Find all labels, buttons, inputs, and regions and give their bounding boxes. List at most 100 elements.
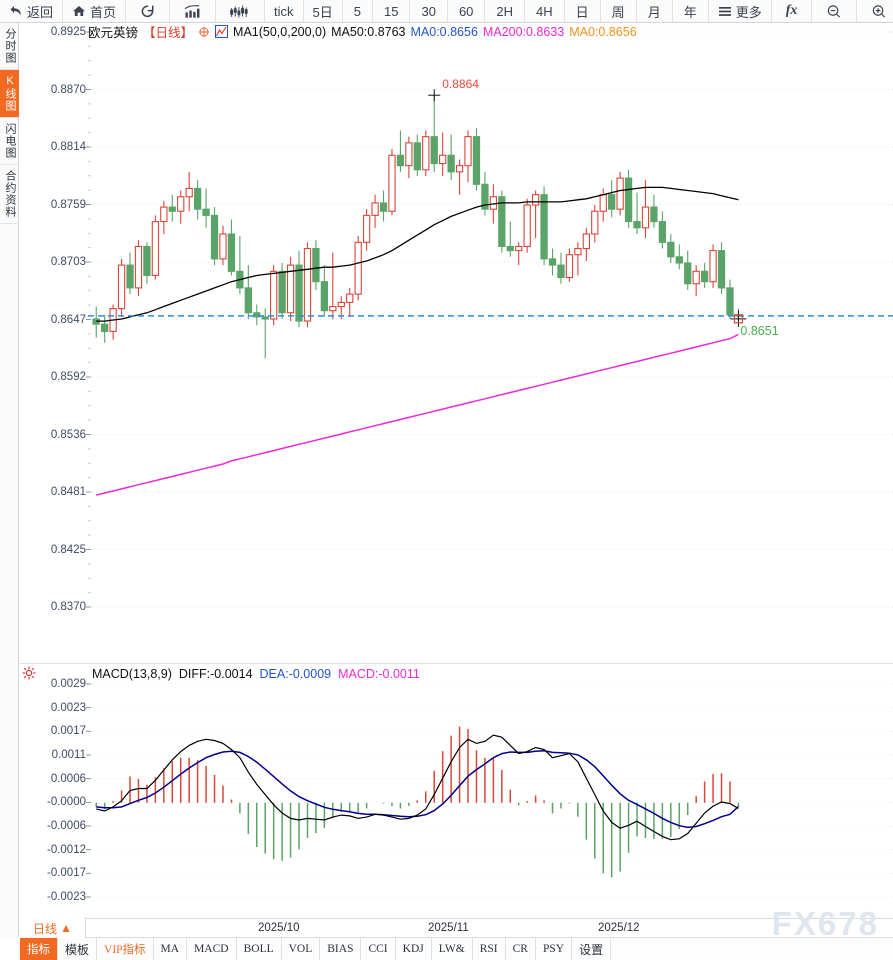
indicator-button-ma[interactable]: MA [154,938,188,960]
period-label: 【日线】 [143,26,194,40]
price-tick-label: 0.8759 [50,198,86,211]
indicator-button-rsi[interactable]: RSI [473,938,506,960]
ma50-value: MA50:0.8763 [331,24,406,39]
hamburger-icon [718,6,732,17]
bar-chart-icon [184,4,201,19]
zoom-in-button[interactable] [857,0,893,22]
ma0-blue-value: MA0:0.8656 [410,24,478,39]
macd-tick-label: 0.0023 [50,701,86,714]
symbol-label: 欧元英镑 [88,26,139,40]
indicator-toggle-icon[interactable] [22,666,36,685]
zoom-in-icon [871,4,887,19]
period-year[interactable]: 年 [673,0,709,22]
barchart-button[interactable] [170,0,217,22]
macd-tick-label: 0.0011 [51,749,86,761]
ma0-orange-value: MA0:0.8656 [569,24,637,39]
refresh-icon [140,4,155,19]
period-week[interactable]: 周 [601,0,637,22]
period-15[interactable]: 15 [373,0,411,22]
refresh-button[interactable] [126,0,171,22]
price-tick-label: 0.8814 [50,141,86,153]
macd-title: MACD(13,8,9) [92,667,172,681]
date-axis-bar: 2025/10 2025/11 2025/12 [20,918,893,938]
zoom-out-button[interactable] [812,0,858,22]
macd-diff-value: DIFF:-0.0014 [178,667,253,681]
macd-tick-label: -0.0017 [46,867,86,880]
macd-tick-label: 0.0029 [50,678,86,690]
high-price-annotation: 0.8864 [442,77,479,92]
ma200-value: MA200:0.8633 [482,24,565,39]
crosshair-icon[interactable] [198,26,210,38]
back-arrow-icon [9,5,23,17]
period-month[interactable]: 月 [637,0,673,22]
period-up-arrow-icon: ▲ [60,921,72,935]
indicator-button-psy[interactable]: PSY [536,938,573,960]
macd-legend: MACD(13,8,9) DIFF:-0.0014 DEA:-0.0009 MA… [92,667,420,681]
macd-tick-label: 0.0006 [50,772,86,785]
indicator-button--[interactable]: 设置 [572,938,612,960]
chart-legend: 欧元英镑 【日线】 MA1(50,0,200,0) MA50:0.8763 MA… [88,22,637,41]
zoom-out-icon [826,4,842,19]
period-day[interactable]: 日 [565,0,601,22]
period-selector[interactable]: 日线 ▲ [20,918,86,938]
watermark: FX678 [771,905,879,942]
price-plot [86,31,893,608]
macd-pane[interactable]: 0.0029 0.0023 0.0017 0.0011 0.0006 -0.0000 -0.… [20,663,893,918]
indicator-button-vol[interactable]: VOL [282,938,321,960]
last-price-annotation: 0.8651 [740,323,779,338]
period-selector-label: 日线 [33,921,58,936]
period-4h[interactable]: 4H [525,0,565,22]
period-5[interactable]: 5 [343,0,373,22]
indicator-button-vip-[interactable]: VIP指标 [97,938,154,960]
macd-dea-value: DEA:-0.0009 [259,667,332,681]
home-icon [72,5,86,17]
candlestick-icon [230,4,250,19]
price-tick-label: 0.8925 [50,26,86,38]
price-tick-label: 0.8870 [50,83,86,96]
price-tick-label: 0.8647 [50,313,86,326]
indicator-button-cci[interactable]: CCI [361,938,396,960]
macd-tick-label: -0.0006 [46,820,86,832]
period-30[interactable]: 30 [410,0,448,22]
period-60[interactable]: 60 [448,0,486,22]
price-chart-pane[interactable]: 0.8925 0.8870 0.8814 0.8759 0.8703 0.8647 0.85… [20,23,893,663]
sidebar-item-lightning[interactable]: 闪电图 [0,118,19,165]
home-button[interactable]: 首页 [63,0,127,22]
five-day-button[interactable]: 5日 [304,0,343,22]
indicator-button-bias[interactable]: BIAS [320,938,362,960]
function-button[interactable]: fx [772,0,813,22]
period-2h[interactable]: 2H [485,0,526,22]
price-tick-label: 0.8536 [50,428,86,441]
price-tick-label: 0.8370 [50,601,86,613]
indicator-button--[interactable]: 模板 [58,938,98,960]
date-label-1: 2025/10 [258,922,300,934]
indicator-button-macd[interactable]: MACD [187,938,237,960]
date-label-2: 2025/11 [428,922,469,934]
sidebar-item-kline[interactable]: K线图 [0,70,19,118]
indicator-settings-icon[interactable] [215,25,229,38]
indicator-button-cr[interactable]: CR [506,938,536,960]
more-button[interactable]: 更多 [709,0,772,22]
back-button[interactable]: 返回 [0,0,64,22]
fx-icon: fx [785,3,798,18]
macd-plot [86,683,893,898]
left-sidebar: 分时图 K线图 闪电图 合约资料 [0,23,19,937]
macd-macd-value: MACD:-0.0011 [338,667,420,681]
top-toolbar: 返回 首页 [0,0,893,23]
sidebar-item-timeline[interactable]: 分时图 [0,23,19,70]
indicator-button-boll[interactable]: BOLL [237,938,282,960]
price-tick-label: 0.8592 [50,371,86,383]
date-label-3: 2025/12 [598,922,640,934]
home-label: 首页 [90,4,117,20]
price-tick-label: 0.8703 [50,256,86,268]
indicator-button--[interactable]: 指标 [20,938,58,960]
tick-button[interactable]: tick [265,0,304,22]
candlestick-button[interactable] [216,0,266,22]
indicator-button-lw-[interactable]: LW& [432,938,473,960]
price-tick-label: 0.8481 [50,486,86,498]
indicator-button-kdj[interactable]: KDJ [396,938,432,960]
macd-tick-label: -0.0023 [46,891,86,903]
ma-params-label: MA1(50,0,200,0) [233,24,327,39]
sidebar-item-contract-info[interactable]: 合约资料 [0,165,19,224]
back-label: 返回 [27,4,54,20]
